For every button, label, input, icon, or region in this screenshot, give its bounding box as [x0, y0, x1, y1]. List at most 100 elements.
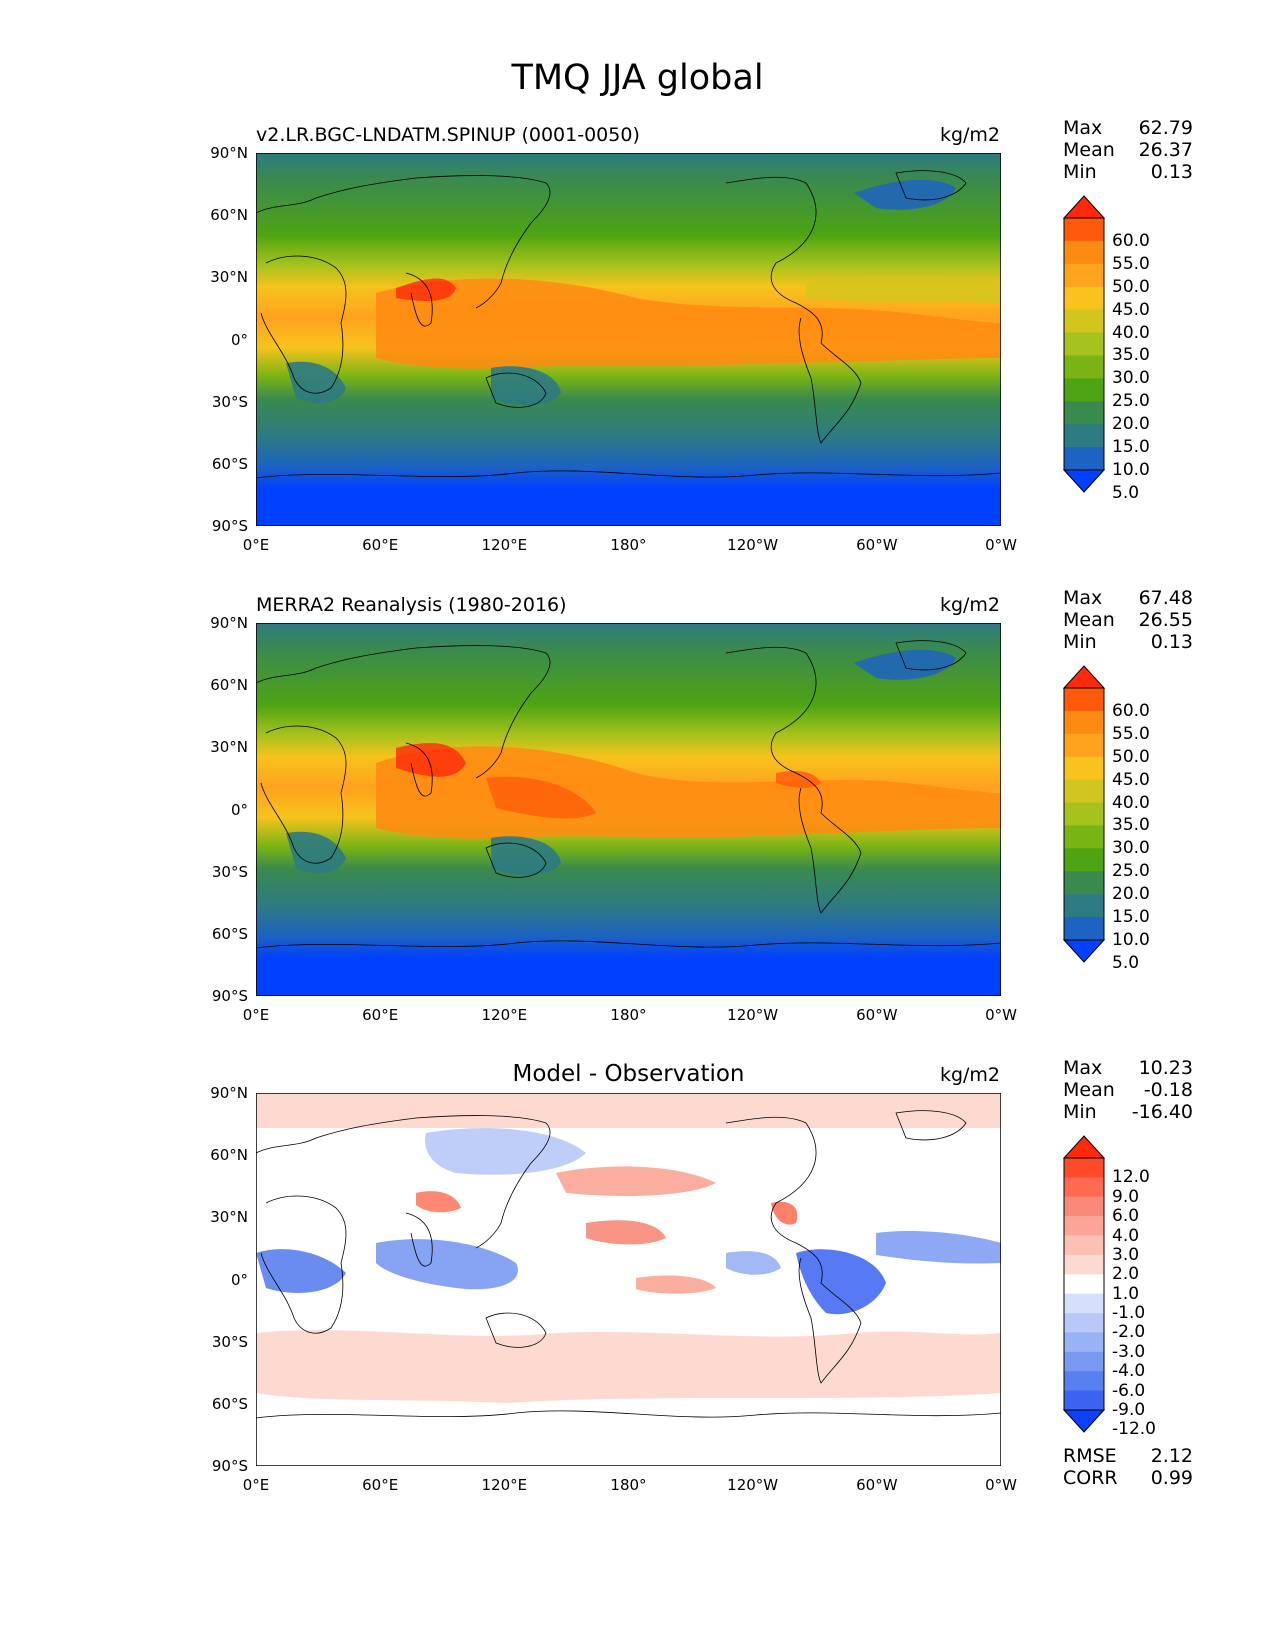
lon-tick-label: 0°W	[985, 1006, 1017, 1024]
panel-units: kg/m2	[939, 594, 1000, 616]
lat-tick-label: 30°N	[210, 1208, 248, 1227]
colorbar-tick-label: 5.0	[1112, 952, 1140, 973]
colorbar-tick-label: -3.0	[1112, 1341, 1146, 1362]
colorbar-outline	[1063, 1157, 1105, 1411]
lon-tick-label: 0°E	[242, 536, 270, 554]
colorbar-segment	[1064, 802, 1104, 826]
min-value: -16.40	[1131, 1101, 1193, 1123]
colorbar-top-extend	[1062, 1135, 1106, 1159]
colorbar-segment	[1064, 378, 1104, 402]
lon-tick-label: 120°W	[727, 1006, 779, 1024]
colorbar-segment	[1064, 401, 1104, 425]
colorbar-segment	[1064, 779, 1104, 804]
colorbar-tick-label: 50.0	[1112, 276, 1150, 297]
lon-tick-label: 60°W	[856, 1006, 898, 1024]
colorbar-tick-label: 25.0	[1112, 861, 1150, 882]
lon-tick-label: 180°	[610, 1476, 647, 1494]
colorbar-tick-label: 50.0	[1112, 746, 1150, 767]
colorbar-tick-label: 1.0	[1112, 1283, 1140, 1304]
lat-tick-label: 90°S	[211, 1457, 248, 1475]
stats-box: Max 67.48 Mean 26.55 Min 0.13	[1063, 587, 1193, 653]
colorbar-tick-label: 4.0	[1112, 1225, 1140, 1246]
colorbar-tick-label: 35.0	[1112, 815, 1150, 836]
colorbar-segment	[1064, 309, 1104, 334]
colorbar-tick-label: 12.0	[1112, 1167, 1150, 1188]
colorbar-bottom-extend	[1062, 1409, 1106, 1433]
colorbar-tick-label: 60.0	[1112, 230, 1150, 251]
lat-tick-label: 60°S	[211, 924, 248, 943]
lon-tick-label: 0°E	[242, 1476, 270, 1494]
lon-tick-label: 120°W	[727, 1476, 779, 1494]
colorbar-tick-label: 2.0	[1112, 1264, 1140, 1285]
colorbar-tick-label: 55.0	[1112, 253, 1150, 274]
colorbar-segment	[1064, 1371, 1104, 1392]
colorbar-tick-label: -9.0	[1112, 1400, 1146, 1420]
colorbar-tick-label: 25.0	[1112, 391, 1150, 412]
colorbar-segment	[1064, 332, 1104, 356]
lon-tick-label: 60°E	[362, 1476, 399, 1494]
colorbar	[1062, 195, 1106, 493]
lon-tick-label: 60°W	[856, 536, 898, 554]
map-model-tmq	[256, 153, 1001, 526]
panel-units: kg/m2	[939, 124, 1000, 146]
colorbar-outline	[1063, 687, 1105, 941]
mean-label: Mean	[1063, 609, 1115, 631]
panel-difference: Model - Observation kg/m2 Max 10.23 Mean -…	[0, 940, 1275, 1494]
colorbar-segment	[1064, 825, 1104, 849]
colorbar-top-extend	[1062, 665, 1106, 689]
colorbar-segment	[1064, 447, 1104, 471]
colorbar-segment	[1064, 756, 1104, 781]
colorbar-segment	[1064, 848, 1104, 872]
lon-tick-label: 0°W	[985, 1476, 1017, 1494]
lat-tick-label: 30°N	[210, 738, 248, 757]
colorbar-tick-label: 35.0	[1112, 345, 1150, 366]
min-value: 0.13	[1150, 631, 1193, 653]
lon-tick-label: 180°	[610, 1006, 647, 1024]
panel-title: Model - Observation	[512, 1061, 745, 1087]
mean-label: Mean	[1063, 139, 1115, 161]
colorbar-segment	[1064, 1196, 1104, 1217]
lon-tick-label: 120°W	[727, 536, 779, 554]
panel-title: v2.LR.BGC-LNDATM.SPINUP (0001-0050)	[256, 124, 640, 146]
colorbar-tick-label: -4.0	[1112, 1361, 1146, 1382]
max-label: Max	[1063, 117, 1103, 139]
lon-tick-label: 120°E	[481, 1006, 528, 1024]
colorbar-tick-label: 9.0	[1112, 1186, 1140, 1207]
colorbar-segment	[1064, 1216, 1104, 1237]
lon-tick-label: 120°E	[481, 1476, 528, 1494]
colorbar-segment	[1064, 1390, 1104, 1411]
lon-tick-label: 180°	[610, 536, 647, 554]
colorbar-segment	[1064, 1254, 1104, 1275]
corr-label: CORR	[1063, 1467, 1118, 1489]
colorbar-tick-label: 40.0	[1112, 322, 1150, 343]
colorbar-tick-label: 45.0	[1112, 769, 1150, 790]
lat-tick-label: 90°N	[210, 614, 248, 632]
lon-tick-label: 60°E	[362, 536, 399, 554]
colorbar-segment	[1064, 871, 1104, 895]
colorbar-segment	[1064, 240, 1104, 265]
min-label: Min	[1063, 161, 1097, 183]
colorbar-tick-label: -1.0	[1112, 1303, 1146, 1324]
lat-tick-label: 0°	[230, 800, 248, 819]
panel-title: MERRA2 Reanalysis (1980-2016)	[256, 594, 567, 616]
lat-tick-label: 90°N	[210, 1084, 248, 1102]
lat-tick-label: 30°S	[211, 1332, 248, 1351]
rmse-value: 2.12	[1150, 1445, 1193, 1467]
map-observation-tmq	[256, 623, 1001, 996]
corr-value: 0.99	[1150, 1467, 1193, 1489]
colorbar-segment	[1064, 286, 1104, 311]
colorbar-tick-label: 6.0	[1112, 1206, 1140, 1227]
panel-units: kg/m2	[939, 1064, 1000, 1086]
min-label: Min	[1063, 631, 1097, 653]
colorbar	[1062, 1135, 1106, 1433]
colorbar-segment	[1064, 355, 1104, 379]
lon-tick-label: 120°E	[481, 536, 528, 554]
lat-tick-label: 30°S	[211, 392, 248, 411]
mean-value: 26.37	[1138, 139, 1193, 161]
stats-box: Max 62.79 Mean 26.37 Min 0.13	[1063, 117, 1193, 183]
colorbar-segment	[1064, 1313, 1104, 1333]
colorbar-tick-label: 45.0	[1112, 299, 1150, 320]
colorbar-segment	[1064, 1274, 1104, 1295]
lat-tick-label: 60°S	[211, 1394, 248, 1413]
max-value: 62.79	[1138, 117, 1193, 139]
